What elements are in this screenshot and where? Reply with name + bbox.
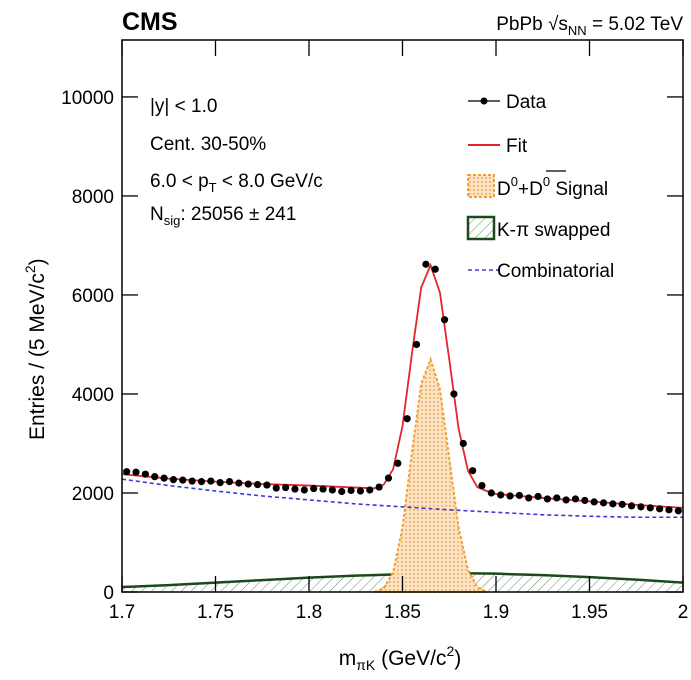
data-point <box>282 483 290 492</box>
combinatorial-curve <box>121 478 683 519</box>
data-point <box>141 470 149 478</box>
data-point <box>197 478 206 486</box>
data-point <box>627 502 636 510</box>
y-tick-label: 8000 <box>72 187 114 208</box>
x-axis-title: mπK (GeV/c2) <box>339 643 461 673</box>
y-tick-label: 6000 <box>72 286 114 307</box>
data-point <box>525 494 533 502</box>
data-point <box>431 265 439 273</box>
data-point <box>478 481 486 490</box>
x-tick-label: 1.7 <box>109 602 135 623</box>
data-point <box>310 484 318 493</box>
x-tick-label: 1.85 <box>384 602 421 623</box>
data-point <box>674 507 682 515</box>
y-tick-label: 0 <box>103 583 114 604</box>
data-point <box>571 495 580 503</box>
data-point <box>253 480 262 489</box>
data-point <box>422 260 430 268</box>
data-point <box>132 468 140 476</box>
data-point <box>188 477 196 485</box>
annotation: |y| < 1.0 <box>150 96 217 117</box>
y-tick-label: 2000 <box>72 484 114 505</box>
data-point <box>515 491 523 500</box>
legend-swatch <box>466 215 496 241</box>
data-point <box>656 505 664 513</box>
data-point <box>356 487 365 495</box>
legend-label: Combinatorial <box>497 261 614 282</box>
data-point <box>347 486 355 495</box>
data-point <box>553 494 561 502</box>
data-point <box>412 340 421 349</box>
data-point <box>637 503 645 511</box>
y-tick-label: 10000 <box>61 88 114 109</box>
data-point <box>646 504 654 512</box>
x-tick-label: 1.95 <box>571 602 608 623</box>
data-point <box>581 496 589 505</box>
chart-title: CMS <box>122 8 178 36</box>
data-point <box>225 478 234 486</box>
data-point <box>562 496 570 504</box>
data-point <box>450 390 458 398</box>
data-point <box>618 500 626 508</box>
data-point <box>291 485 299 493</box>
y-tick-label: 4000 <box>72 385 114 406</box>
data-point <box>179 476 187 484</box>
x-tick-label: 1.8 <box>296 602 322 623</box>
data-point <box>216 478 224 487</box>
legend-label: Fit <box>506 136 528 157</box>
legend: Data Fit D0+D0 Signal K-π swapped Combin… <box>466 92 614 282</box>
x-tick-label: 2 <box>678 602 689 623</box>
data-point <box>300 486 308 494</box>
data-point <box>123 468 131 476</box>
signal-area <box>374 356 488 593</box>
annotation: Nsig: 25056 ± 241 <box>150 204 296 228</box>
data-point <box>384 474 393 482</box>
fit-curve <box>121 262 684 509</box>
data-point <box>366 486 374 494</box>
data-point <box>394 459 402 467</box>
data-point <box>534 492 542 501</box>
legend-swatch <box>467 174 495 198</box>
legend-swatch <box>480 97 488 105</box>
data-point <box>160 474 168 482</box>
data-point <box>319 485 327 493</box>
data-point <box>169 476 178 484</box>
data-point <box>263 481 271 489</box>
data-point <box>506 492 514 500</box>
data-point <box>375 483 383 491</box>
y-axis-title: Entries / (5 MeV/c2) <box>22 258 49 440</box>
data-point <box>207 477 215 485</box>
data-point <box>440 316 449 324</box>
plot-frame <box>121 39 684 593</box>
data-point <box>665 506 673 514</box>
data-point <box>487 489 495 497</box>
data-point <box>590 498 598 506</box>
data-point <box>244 480 252 488</box>
annotations: |y| < 1.0 Cent. 30-50% 6.0 < pT < 8.0 Ge… <box>150 96 323 228</box>
data-point <box>543 495 552 503</box>
data-point <box>403 415 411 423</box>
energy-label: PbPb √sNN = 5.02 TeV <box>496 14 683 38</box>
data-point <box>609 500 617 508</box>
annotation: Cent. 30-50% <box>150 134 266 155</box>
legend-label: Data <box>506 92 547 113</box>
data-point <box>328 486 336 494</box>
data-point <box>151 473 159 481</box>
legend-label: K-π swapped <box>497 220 610 241</box>
x-tick-label: 1.75 <box>197 602 234 623</box>
data-point <box>338 487 346 496</box>
data-point <box>599 499 608 507</box>
data-point <box>497 491 505 499</box>
data-point <box>469 467 477 475</box>
data-point <box>235 479 243 487</box>
data-point <box>272 484 280 492</box>
legend-label: D0+D0 Signal <box>497 174 608 200</box>
data-point <box>459 439 467 448</box>
annotation: 6.0 < pT < 8.0 GeV/c <box>150 171 323 195</box>
x-tick-label: 1.9 <box>483 602 509 623</box>
